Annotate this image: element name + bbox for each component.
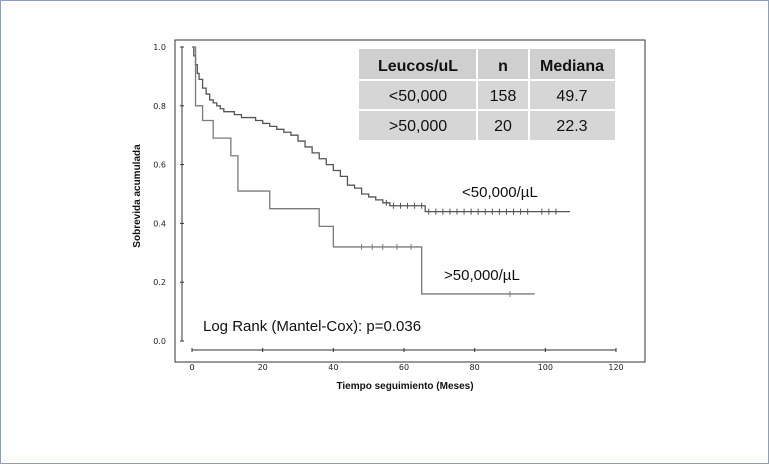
y-tick-label: 0.8	[153, 102, 166, 111]
table-row-bg-1	[359, 80, 615, 110]
table-header-cell: Mediana	[540, 58, 604, 75]
table-cell: 49.7	[556, 88, 587, 105]
table-cell: 20	[494, 118, 512, 135]
table-header-cell: Leucos/uL	[378, 58, 458, 75]
table-row-bg-2	[359, 110, 615, 140]
series-layer	[192, 46, 571, 297]
y-tick-label: 1.0	[153, 43, 166, 52]
table-cell: 22.3	[556, 118, 587, 135]
x-tick-label: 40	[328, 363, 338, 372]
series-label-low: <50,000/µL	[462, 184, 538, 201]
y-tick-label: 0.6	[153, 161, 166, 170]
survival-curve-low-leucocytes	[192, 46, 571, 213]
y-axis-title: Sobrevida acumulada	[132, 144, 143, 248]
x-axis-title: Tiempo seguimiento (Meses)	[336, 381, 473, 392]
x-tick-label: 120	[608, 363, 623, 372]
table-cell: >50,000	[389, 118, 447, 135]
series-label-high: >50,000/µL	[444, 267, 520, 284]
stats-table: Leucos/uL n Mediana <50,000 158 49.7 >50…	[359, 49, 615, 140]
table-header-cell: n	[498, 58, 508, 75]
x-tick-label: 60	[399, 363, 409, 372]
table-cell: <50,000	[389, 88, 447, 105]
survival-curve-high-leucocytes	[192, 46, 535, 295]
x-tick-label: 80	[470, 363, 480, 372]
x-tick-label: 0	[189, 363, 194, 372]
table-cell: 158	[490, 88, 517, 105]
axis-layer: 0 20 40 60 80 100 120 0.0 0.2 0.4 0.6 0.8 1.0	[153, 43, 623, 372]
y-tick-label: 0.4	[153, 219, 166, 228]
table-header-bg	[359, 49, 615, 80]
x-tick-label: 100	[538, 363, 553, 372]
x-tick-label: 20	[258, 363, 268, 372]
y-tick-label: 0.0	[153, 337, 166, 346]
y-tick-label: 0.2	[153, 278, 166, 287]
log-rank-annotation: Log Rank (Mantel-Cox): p=0.036	[203, 318, 421, 335]
